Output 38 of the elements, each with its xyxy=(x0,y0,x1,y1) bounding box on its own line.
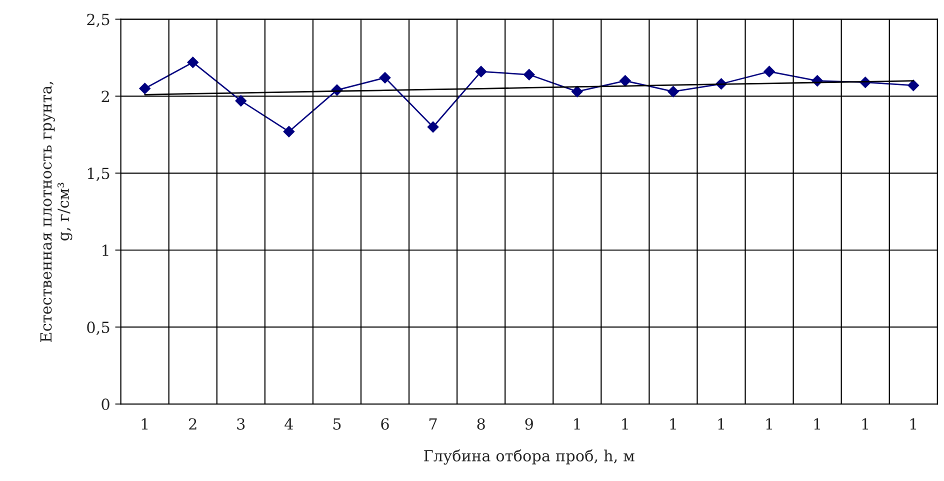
y-tick-label: 0 xyxy=(102,398,110,410)
x-axis-title: Глубина отбора проб, h, м xyxy=(424,449,634,465)
x-tick-label: 1 xyxy=(142,418,148,430)
y-tick-label: 0,5 xyxy=(87,322,110,335)
point xyxy=(427,121,439,133)
x-tick-label: 7 xyxy=(429,418,437,430)
y-tick-label: 2,5 xyxy=(87,14,110,28)
x-tick-label: 1 xyxy=(622,418,628,430)
x-tick-label: 1 xyxy=(718,418,724,430)
point xyxy=(187,56,198,68)
point xyxy=(235,95,247,106)
point xyxy=(764,66,775,78)
x-tick-label: 1 xyxy=(862,418,868,430)
x-tick-label: 9 xyxy=(525,418,533,430)
x-tick-label: 1 xyxy=(814,418,820,430)
point xyxy=(620,75,631,86)
point xyxy=(572,86,583,98)
y-axis-title: Естественная плотность грунта, g, г/см³ xyxy=(40,82,72,342)
point xyxy=(524,69,535,80)
x-tick-label: 2 xyxy=(189,418,196,430)
y-tick-label: 1 xyxy=(102,244,108,256)
x-tick-label: 1 xyxy=(766,418,772,430)
x-tick-label: 8 xyxy=(477,418,485,430)
point xyxy=(139,82,150,94)
x-tick-label: 1 xyxy=(910,418,916,430)
point xyxy=(475,66,487,78)
point xyxy=(283,126,295,138)
point xyxy=(379,72,391,84)
x-tick-label: 6 xyxy=(381,418,389,430)
point xyxy=(668,86,679,98)
x-tick-label: 1 xyxy=(574,418,580,430)
x-tick-label: 3 xyxy=(237,418,245,430)
x-tick-label: 1 xyxy=(670,418,676,430)
x-tick-label: 5 xyxy=(333,418,341,430)
x-tick-label: 4 xyxy=(284,418,294,430)
y-tick-label: 1,5 xyxy=(88,168,110,182)
point xyxy=(908,80,919,92)
y-tick-label: 2 xyxy=(102,90,109,102)
